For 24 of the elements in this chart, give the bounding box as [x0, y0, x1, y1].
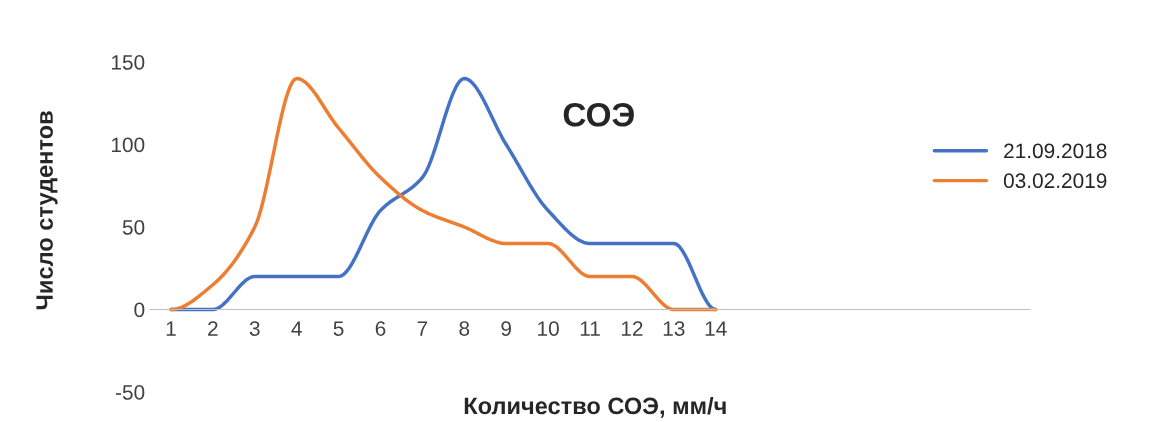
x-tick-label: 4 — [291, 321, 302, 336]
legend-label: 03.02.2019 — [1003, 173, 1107, 189]
y-tick-label: 0 — [134, 302, 145, 318]
x-tick-label: 12 — [621, 321, 643, 336]
x-tick-label: 3 — [249, 321, 260, 336]
x-tick-label: 1 — [166, 321, 176, 336]
y-tick-label: -50 — [115, 385, 145, 400]
x-tick-label: 14 — [705, 321, 727, 336]
y-tick-label: 100 — [111, 137, 145, 153]
x-tick-label: 9 — [501, 321, 511, 336]
y-axis-title: Число студентов — [36, 111, 58, 310]
x-tick-label: 8 — [459, 321, 470, 336]
x-tick-label: 5 — [333, 321, 344, 336]
x-tick-label: 13 — [663, 321, 685, 336]
y-tick-label: 50 — [122, 220, 145, 235]
text: СОЭ — [563, 102, 634, 127]
x-tick-label: 11 — [580, 321, 600, 336]
x-tick-label: 2 — [208, 321, 218, 336]
x-tick-label: 7 — [417, 321, 428, 336]
y-tick-label: 150 — [111, 55, 145, 70]
legend-label: 21.09.2018 — [1004, 143, 1107, 159]
x-tick-label: 6 — [375, 321, 386, 336]
x-tick-label: 10 — [538, 321, 559, 336]
x-axis-title: Количество СОЭ, мм/ч — [464, 396, 726, 418]
